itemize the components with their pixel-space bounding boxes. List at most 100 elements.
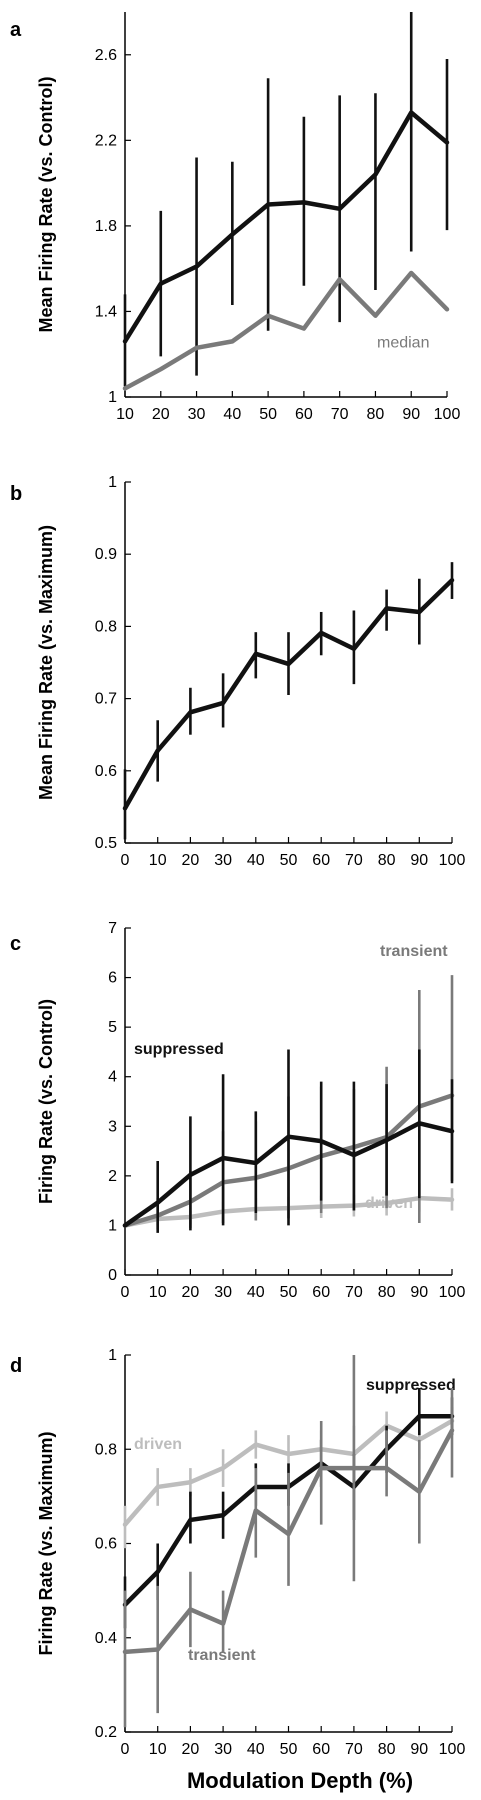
y-tick-label: 1.8 — [95, 218, 117, 235]
data-point — [385, 1466, 389, 1470]
y-tick-label: 1 — [108, 1217, 117, 1234]
data-point — [450, 1198, 454, 1202]
data-point — [450, 1428, 454, 1432]
series-transient: transient — [122, 1355, 455, 1728]
y-axis-title: Mean Firing Rate (vs. Maximum) — [36, 525, 56, 800]
y-tick-label: 0.5 — [95, 835, 117, 852]
data-point — [445, 140, 449, 144]
data-point — [156, 1485, 160, 1489]
panel-a: a 1 1.4 1.8 2.2 2.6 10 20 30 40 50 60 70 80 90 100 Mean … — [10, 12, 460, 423]
y-tick-label: 0.8 — [95, 618, 117, 635]
data-point — [254, 652, 258, 656]
panel-letter: c — [10, 933, 21, 955]
x-tick-label: 20 — [182, 1741, 200, 1758]
x-tick-label: 40 — [247, 852, 265, 869]
data-point — [450, 1129, 454, 1133]
x-tick-label: 90 — [410, 852, 428, 869]
data-point — [352, 1466, 356, 1470]
y-tick-label: 5 — [108, 1019, 117, 1036]
series-line — [122, 270, 450, 391]
panel-letter: d — [10, 1355, 22, 1377]
series-mean — [122, 562, 455, 840]
series-suppressed: suppressed — [122, 1041, 455, 1233]
x-tick-label: 40 — [247, 1741, 265, 1758]
data-point — [352, 647, 356, 651]
data-point — [385, 606, 389, 610]
data-point — [445, 307, 449, 311]
series-label: transient — [188, 1647, 256, 1664]
x-tick-label: 40 — [223, 406, 241, 423]
series-label: driven — [365, 1195, 413, 1212]
x-tick-label: 70 — [331, 406, 349, 423]
y-axis-title: Firing Rate (vs. Control) — [36, 999, 56, 1204]
x-tick-label: 100 — [439, 852, 466, 869]
series-label: driven — [134, 1436, 182, 1453]
data-point — [287, 1452, 290, 1456]
y-tick-label: 1.4 — [95, 303, 117, 320]
data-point — [123, 806, 127, 810]
y-tick-label: 4 — [108, 1069, 117, 1086]
series-label: median — [377, 334, 429, 351]
x-tick-label: 70 — [345, 1741, 363, 1758]
x-tick-label: 0 — [121, 1741, 130, 1758]
panel-letter: a — [10, 19, 22, 41]
data-point — [417, 1414, 421, 1418]
x-tick-label: 70 — [345, 852, 363, 869]
data-point — [221, 1156, 225, 1160]
y-tick-label: 0.4 — [95, 1630, 117, 1647]
y-tick-label: 0.8 — [95, 1441, 117, 1458]
x-tick-label: 70 — [345, 1284, 363, 1301]
data-point — [254, 1443, 258, 1447]
data-point — [266, 203, 270, 206]
series-label: transient — [380, 943, 448, 960]
x-tick-label: 50 — [280, 1284, 298, 1301]
x-tick-label: 10 — [149, 1741, 167, 1758]
y-tick-label: 0.9 — [95, 546, 117, 563]
x-tick-label: 10 — [116, 406, 134, 423]
x-tick-label: 60 — [295, 406, 313, 423]
series-median: median — [122, 270, 450, 391]
x-tick-label: 100 — [439, 1284, 466, 1301]
x-tick-label: 80 — [378, 1741, 396, 1758]
x-tick-label: 0 — [121, 852, 130, 869]
x-tick-label: 50 — [280, 1741, 298, 1758]
data-point — [373, 173, 377, 177]
y-axis-title: Mean Firing Rate (vs. Control) — [36, 76, 56, 332]
data-point — [221, 1622, 225, 1626]
data-point — [156, 1570, 160, 1574]
data-point — [159, 367, 163, 371]
x-tick-label: 30 — [214, 852, 232, 869]
data-point — [221, 701, 225, 705]
y-tick-label: 2.2 — [95, 132, 117, 149]
x-tick-label: 10 — [149, 852, 167, 869]
data-point — [409, 271, 413, 275]
y-tick-label: 0.2 — [95, 1724, 117, 1741]
series-label: suppressed — [134, 1041, 224, 1058]
data-point — [373, 314, 377, 318]
data-point — [230, 339, 234, 343]
series-line — [122, 110, 450, 344]
x-tick-label: 20 — [152, 406, 170, 423]
data-point — [221, 1466, 225, 1470]
x-tick-label: 60 — [312, 852, 330, 869]
y-tick-label: 2.6 — [95, 47, 117, 64]
x-tick-label: 90 — [410, 1741, 428, 1758]
data-point — [123, 1523, 127, 1527]
series-mean — [122, 12, 450, 387]
y-tick-label: 3 — [108, 1118, 117, 1135]
y-tick-label: 2 — [108, 1168, 117, 1185]
data-point — [319, 1466, 323, 1470]
x-tick-label: 10 — [149, 1284, 167, 1301]
data-point — [254, 1161, 258, 1165]
x-tick-label: 30 — [214, 1284, 232, 1301]
data-point — [188, 1173, 192, 1177]
y-tick-label: 0.6 — [95, 763, 117, 780]
x-tick-label: 60 — [312, 1284, 330, 1301]
data-point — [188, 1518, 192, 1522]
panel-letter: b — [10, 483, 22, 505]
data-point — [195, 346, 199, 350]
data-point — [195, 265, 199, 269]
data-point — [156, 749, 160, 753]
